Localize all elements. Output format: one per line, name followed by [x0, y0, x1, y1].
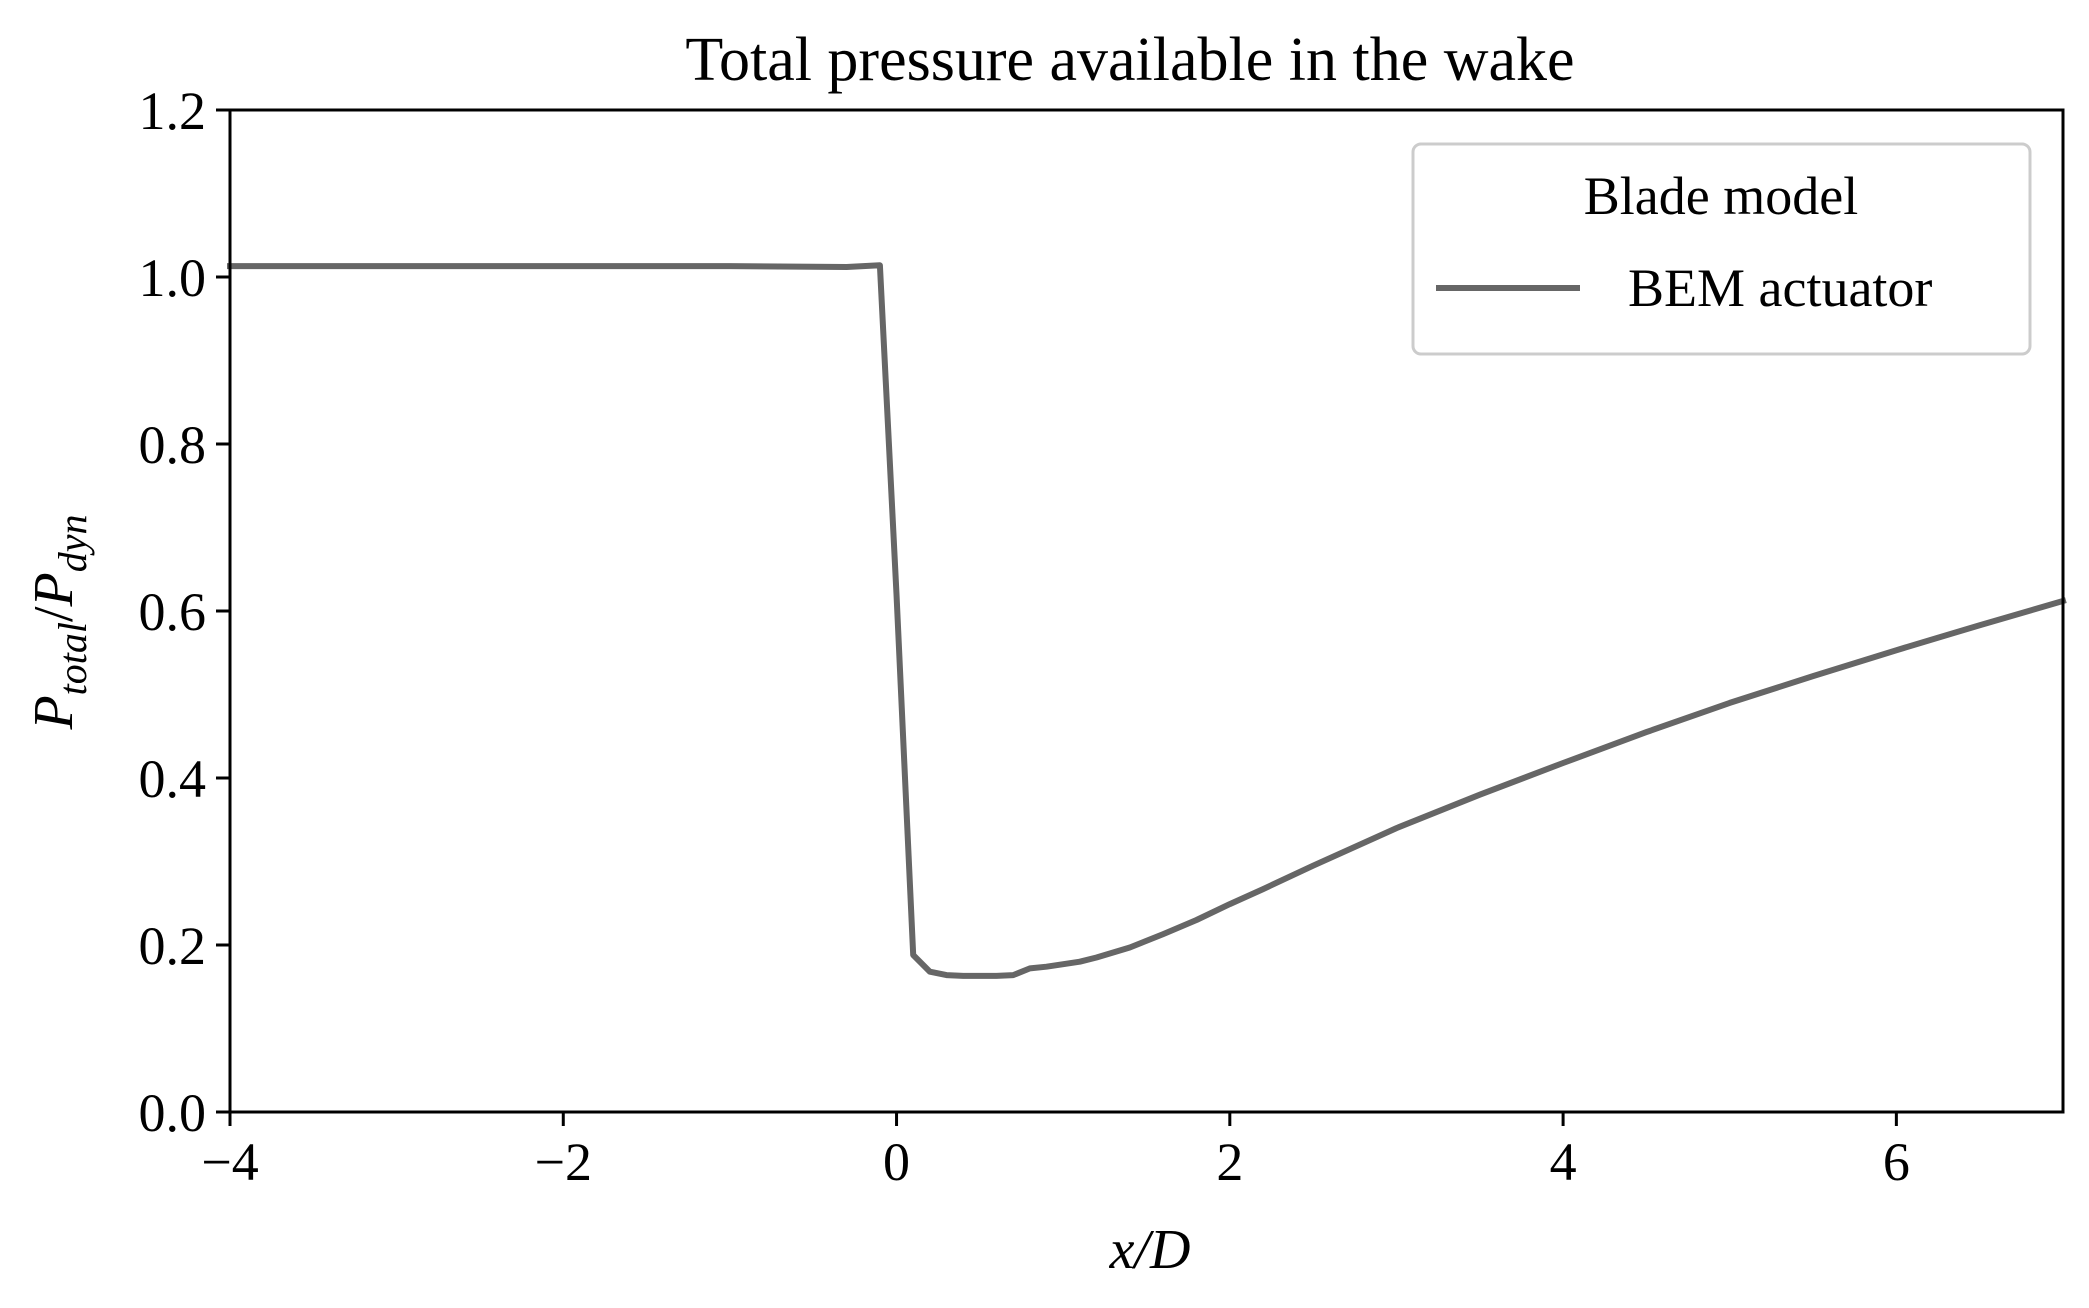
y-tick-label: 1.0	[139, 248, 207, 308]
legend-frame	[1411, 142, 2032, 356]
legend: Blade model BEM actuator	[1411, 142, 2032, 356]
y-axis-label-sub2: dyn	[50, 514, 95, 572]
y-axis-ticks: 0.0 0.2 0.4 0.6 0.8 1.0 1.2	[139, 81, 230, 1143]
legend-title: Blade model	[1584, 166, 1858, 226]
x-tick-label: −4	[201, 1132, 258, 1192]
y-axis-label-p1: P	[23, 695, 85, 730]
y-tick-label: 0.6	[139, 582, 207, 642]
y-axis-label-slash: /	[23, 606, 85, 622]
x-tick-label: −2	[535, 1132, 592, 1192]
chart-title: Total pressure available in the wake	[685, 26, 1574, 94]
y-tick-label: 0.2	[139, 916, 207, 976]
y-tick-label: 1.2	[139, 81, 207, 141]
y-tick-label: 0.0	[139, 1083, 207, 1143]
series-line-bem-actuator	[227, 262, 2067, 979]
legend-label-bem-actuator: BEM actuator	[1628, 258, 1932, 318]
y-axis-label: Ptotal/Pdyn	[23, 514, 95, 730]
x-tick-label: 6	[1883, 1132, 1910, 1192]
y-tick-label: 0.8	[139, 415, 207, 475]
x-tick-label: 4	[1550, 1132, 1577, 1192]
y-axis-label-sub1: total	[50, 622, 95, 695]
x-tick-label: 2	[1216, 1132, 1243, 1192]
y-tick-label: 0.4	[139, 749, 207, 809]
x-tick-label: 0	[883, 1132, 910, 1192]
y-axis-label-p2: P	[23, 572, 85, 607]
x-axis-ticks: −4 −2 0 2 4 6	[201, 1112, 1910, 1192]
x-axis-label: x/D	[1109, 1219, 1191, 1281]
